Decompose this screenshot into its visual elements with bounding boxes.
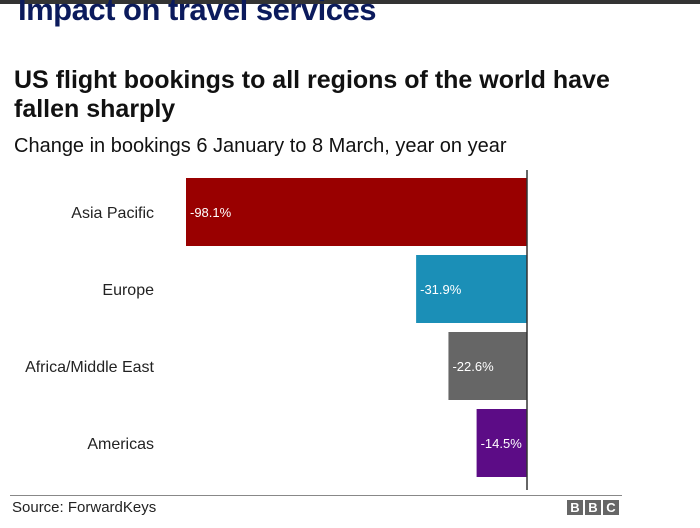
category-label: Americas (87, 436, 154, 453)
bar (186, 178, 527, 246)
category-label: Europe (102, 282, 154, 299)
data-label: -14.5% (481, 436, 523, 451)
category-label: Africa/Middle East (25, 359, 154, 376)
footer-divider (10, 495, 622, 496)
data-label: -22.6% (452, 359, 494, 374)
chart-subtitle: Change in bookings 6 January to 8 March,… (14, 135, 507, 157)
slide-title: Impact on travel services (18, 0, 376, 27)
data-label: -31.9% (420, 282, 462, 297)
category-label: Asia Pacific (71, 205, 154, 222)
bar (416, 255, 527, 323)
data-label: -98.1% (190, 205, 232, 220)
top-bar (0, 0, 700, 4)
bar (476, 409, 527, 477)
chart-title: US flight bookings to all regions of the… (14, 66, 610, 123)
source-note: Source: ForwardKeys (12, 499, 157, 516)
bar (448, 332, 527, 400)
